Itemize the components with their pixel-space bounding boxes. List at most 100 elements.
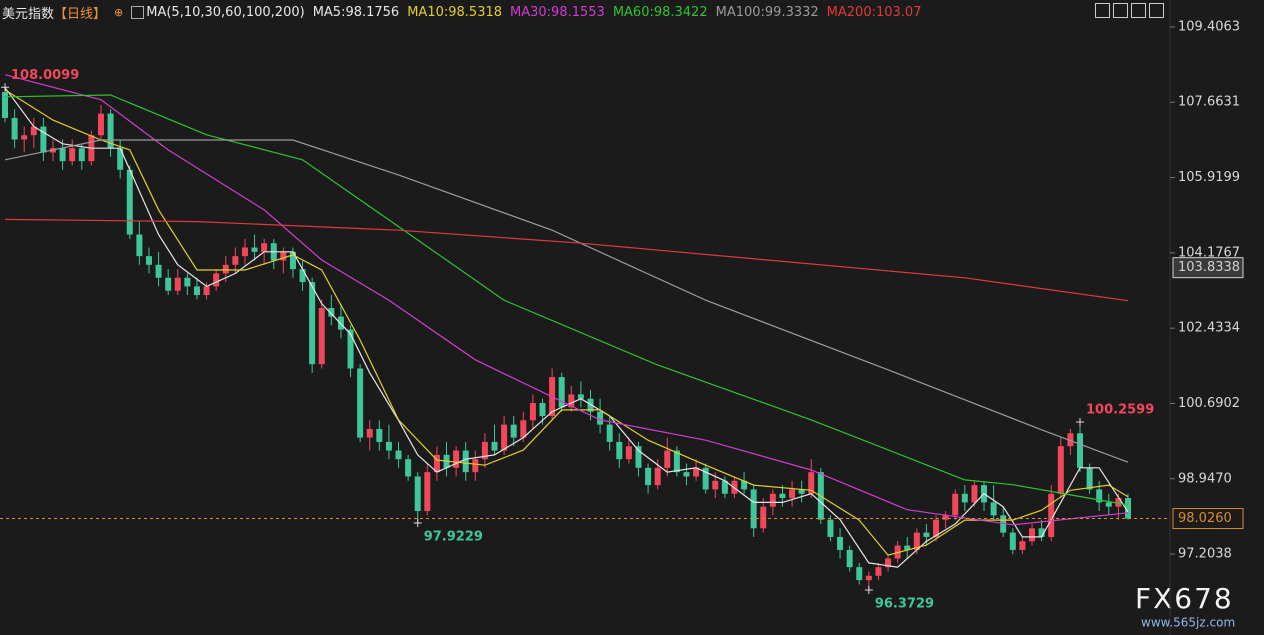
candle-body bbox=[625, 446, 632, 460]
candle-body bbox=[78, 148, 85, 162]
candle-body bbox=[11, 117, 18, 140]
candle-body bbox=[779, 493, 786, 499]
candle-body bbox=[760, 506, 767, 529]
header: 美元指数 【日线】 ⊕ MA(5,10,30,60,100,200) MA5:9… bbox=[2, 3, 921, 22]
candle-body bbox=[309, 282, 316, 365]
tool-button[interactable] bbox=[1113, 3, 1128, 18]
ma-line bbox=[4, 87, 1129, 568]
price-label: 98.0260 bbox=[1178, 511, 1232, 526]
candle-body bbox=[424, 472, 431, 512]
candle-body bbox=[952, 493, 959, 516]
candle-body bbox=[491, 441, 498, 451]
candle-body bbox=[769, 493, 776, 507]
candle-body bbox=[1029, 528, 1036, 542]
y-tick-label: 107.6631 bbox=[1178, 95, 1240, 110]
extreme-label: 96.3729 bbox=[875, 596, 934, 611]
candle-body bbox=[971, 485, 978, 503]
candle-body bbox=[1067, 433, 1074, 447]
candle-body bbox=[990, 502, 997, 516]
y-tick-label: 102.4334 bbox=[1178, 321, 1240, 336]
candle-body bbox=[481, 441, 488, 460]
price-box bbox=[1172, 257, 1244, 279]
tool-button[interactable] bbox=[1131, 3, 1146, 18]
extreme-marker bbox=[864, 585, 873, 594]
candle-body bbox=[21, 135, 28, 140]
candle-body bbox=[136, 234, 143, 257]
ma-line bbox=[4, 94, 1129, 506]
extreme-marker bbox=[1076, 418, 1085, 427]
ma-line bbox=[4, 89, 1129, 556]
price-box bbox=[1172, 508, 1244, 530]
candle-body bbox=[529, 403, 536, 421]
candle-body bbox=[366, 428, 373, 438]
candle-body bbox=[453, 450, 460, 468]
candle-body bbox=[865, 575, 872, 581]
candle-body bbox=[251, 247, 258, 252]
indicator: MA(5,10,30,60,100,200) bbox=[146, 5, 305, 20]
candle-body bbox=[222, 264, 229, 274]
indicator-icon[interactable] bbox=[131, 6, 145, 19]
candle-body bbox=[913, 532, 920, 550]
title: 美元指数 bbox=[2, 7, 55, 22]
tool-button[interactable] bbox=[1149, 3, 1164, 18]
candle-body bbox=[69, 148, 76, 162]
legend-item: MA5:98.1756 bbox=[312, 5, 400, 20]
candle-body bbox=[299, 269, 306, 283]
candle-body bbox=[520, 420, 527, 438]
candle-body bbox=[347, 329, 354, 369]
y-tick-label: 109.4063 bbox=[1178, 19, 1240, 34]
candle-body bbox=[472, 459, 479, 473]
extreme-label: 100.2599 bbox=[1086, 403, 1154, 418]
candle-body bbox=[203, 286, 210, 296]
candle-body bbox=[616, 441, 623, 460]
candle-body bbox=[510, 424, 517, 438]
candle-body bbox=[1125, 498, 1131, 519]
candle-body bbox=[1105, 502, 1112, 507]
candle-body bbox=[750, 489, 757, 529]
candle-body bbox=[174, 277, 181, 291]
candle-body bbox=[1096, 489, 1103, 503]
watermark-site: www.565jz.com bbox=[1141, 616, 1235, 630]
candle-body bbox=[376, 428, 383, 442]
tool-button[interactable] bbox=[1095, 3, 1110, 18]
candle-body bbox=[241, 247, 248, 257]
candle-body bbox=[1057, 446, 1064, 494]
y-tick-label: 98.9470 bbox=[1178, 471, 1232, 486]
candle-body bbox=[645, 467, 652, 486]
period[interactable]: 【日线】 bbox=[54, 7, 107, 22]
candle-body bbox=[961, 493, 968, 503]
candle-body bbox=[846, 549, 853, 568]
candle-body bbox=[558, 377, 565, 408]
candle-body bbox=[97, 113, 104, 136]
candle-body bbox=[1077, 433, 1084, 468]
candle-body bbox=[664, 450, 671, 468]
candle-body bbox=[405, 459, 412, 477]
candle-body bbox=[539, 403, 546, 416]
extreme-label: 97.9229 bbox=[424, 529, 483, 544]
candle-body bbox=[721, 480, 728, 494]
candle-body bbox=[587, 398, 594, 412]
candle-body bbox=[433, 454, 440, 473]
candle-body bbox=[165, 277, 172, 291]
legend-item: MA10:98.5318 bbox=[407, 5, 503, 20]
candle-body bbox=[193, 286, 200, 296]
candle-body bbox=[126, 169, 133, 235]
candle-body bbox=[904, 545, 911, 550]
candle-body bbox=[933, 519, 940, 537]
candle-body bbox=[357, 368, 364, 438]
ma-line bbox=[4, 74, 1129, 526]
candle-body bbox=[693, 467, 700, 477]
candle-body bbox=[577, 394, 584, 399]
candle-body bbox=[318, 307, 325, 365]
candle-body bbox=[712, 480, 719, 490]
candle-body bbox=[289, 251, 296, 270]
candle-body bbox=[1038, 528, 1045, 537]
settings-icon[interactable]: ⊕ bbox=[114, 6, 124, 19]
candle-body bbox=[40, 126, 47, 153]
candle-body bbox=[837, 536, 844, 550]
candle-body bbox=[597, 411, 604, 425]
candle-body bbox=[1086, 467, 1093, 490]
candle-body bbox=[2, 92, 8, 118]
